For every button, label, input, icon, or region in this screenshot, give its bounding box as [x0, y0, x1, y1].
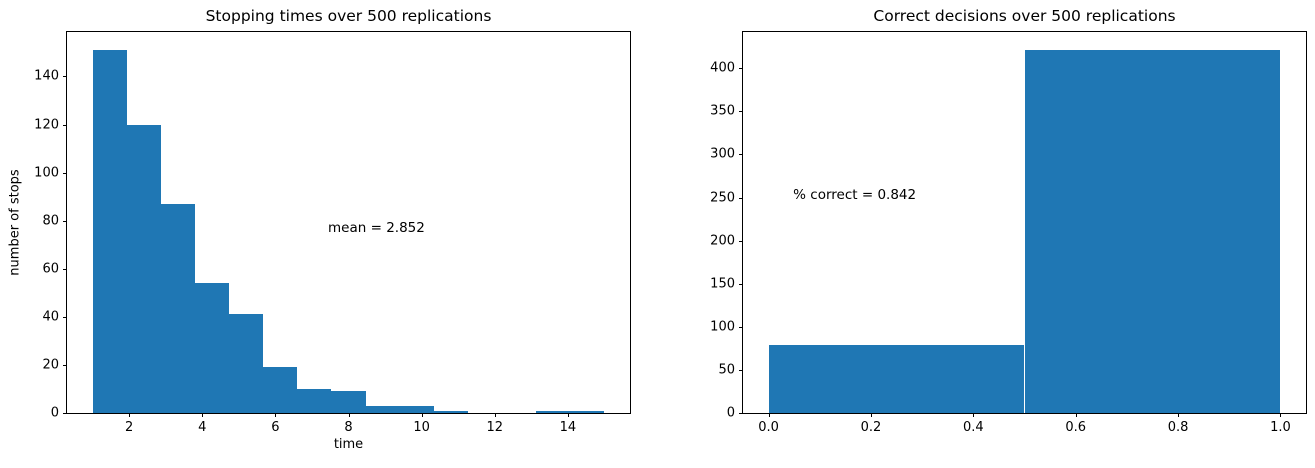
right-plot-bars [743, 32, 1306, 413]
y-axis-tick [739, 197, 743, 199]
x-axis-tick [275, 413, 277, 417]
histogram-bar [331, 391, 366, 413]
y-axis-tick [739, 154, 743, 156]
y-axis-tick [63, 124, 67, 126]
x-axis-tick [421, 413, 423, 417]
x-axis-tick [768, 413, 770, 417]
left-plot-bars [67, 32, 630, 413]
histogram-bar [570, 410, 605, 413]
x-axis-tick-label: 2 [125, 420, 134, 435]
left-plot-title: Stopping times over 500 replications [205, 7, 492, 25]
x-axis-tick [494, 413, 496, 417]
histogram-bar [365, 405, 400, 413]
x-axis-tick [567, 413, 569, 417]
histogram-bar [433, 410, 468, 413]
histogram-bar [297, 388, 332, 413]
x-axis-tick-label: 0.8 [1167, 420, 1189, 435]
x-axis-tick-label: 1.0 [1270, 420, 1291, 435]
y-axis-tick [63, 76, 67, 78]
y-axis-tick-label: 0 [50, 405, 59, 421]
left-plot-ylabel: number of stops [7, 169, 23, 276]
y-axis-tick-label: 120 [34, 117, 59, 133]
left-plot-xlabel: time [333, 437, 364, 452]
x-axis-tick [129, 413, 131, 417]
y-axis-tick [739, 413, 743, 414]
y-axis-tick [63, 364, 67, 366]
y-axis-tick [63, 220, 67, 222]
y-axis-tick-label: 0 [726, 405, 735, 421]
x-axis-tick [1178, 413, 1180, 417]
x-axis-tick [202, 413, 204, 417]
y-axis-tick-label: 140 [34, 68, 59, 84]
histogram-bar [536, 410, 571, 413]
y-axis-tick-label: 250 [710, 190, 735, 205]
y-axis-tick-label: 50 [718, 362, 735, 378]
y-axis-tick [739, 326, 743, 328]
left-plot-axes: Stopping times over 500 replications num… [8, 7, 631, 452]
x-axis-tick [973, 413, 975, 417]
y-axis-tick [63, 413, 67, 414]
y-axis-tick [739, 68, 743, 70]
y-axis-tick-label: 100 [34, 165, 59, 181]
histogram-bar [126, 124, 161, 413]
y-axis-tick-label: 40 [42, 309, 59, 325]
right-plot-axes: Correct decisions over 500 replications … [710, 7, 1307, 435]
right-plot-title: Correct decisions over 500 replications [873, 7, 1176, 25]
histogram-bar [399, 405, 434, 413]
y-axis-tick [63, 268, 67, 270]
x-axis-tick-label: 0.6 [1065, 420, 1087, 435]
histogram-bar [160, 203, 195, 413]
histogram-bar [263, 367, 298, 413]
x-axis-tick-label: 0.0 [758, 420, 779, 435]
y-axis-tick-label: 400 [710, 60, 735, 76]
y-axis-tick [739, 283, 743, 285]
y-axis-tick-label: 300 [710, 146, 735, 162]
histogram-bar [229, 314, 264, 413]
histogram-bar [92, 50, 127, 413]
x-axis-tick-label: 4 [198, 420, 207, 435]
x-axis-tick-label: 12 [486, 420, 503, 435]
y-axis-tick-label: 100 [710, 319, 735, 335]
x-axis-tick-label: 0.2 [860, 420, 882, 435]
x-axis-tick [1280, 413, 1282, 417]
y-axis-tick-label: 200 [710, 233, 735, 249]
percent-correct-annotation: % correct = 0.842 [793, 186, 917, 203]
histogram-bar [1024, 50, 1281, 413]
x-axis-tick-label: 14 [559, 420, 577, 435]
y-axis-tick [739, 111, 743, 113]
histogram-bar [768, 344, 1025, 413]
mean-annotation: mean = 2.852 [328, 219, 425, 236]
x-axis-tick-label: 10 [413, 420, 430, 435]
x-axis-tick-label: 0.4 [962, 420, 984, 435]
y-axis-tick-label: 150 [710, 276, 735, 292]
y-axis-tick [739, 240, 743, 242]
y-axis-tick [63, 316, 67, 318]
y-axis-tick-label: 60 [42, 261, 59, 277]
y-axis-tick [739, 369, 743, 371]
x-axis-tick [348, 413, 350, 417]
x-axis-tick [1075, 413, 1077, 417]
x-axis-tick-label: 6 [271, 420, 280, 435]
y-axis-tick-label: 80 [42, 213, 59, 229]
x-axis-tick-label: 8 [344, 420, 353, 435]
y-axis-tick-label: 350 [710, 103, 735, 119]
y-axis-tick [63, 172, 67, 174]
x-axis-tick [870, 413, 872, 417]
y-axis-tick-label: 20 [42, 357, 59, 373]
histogram-bar [194, 283, 230, 413]
